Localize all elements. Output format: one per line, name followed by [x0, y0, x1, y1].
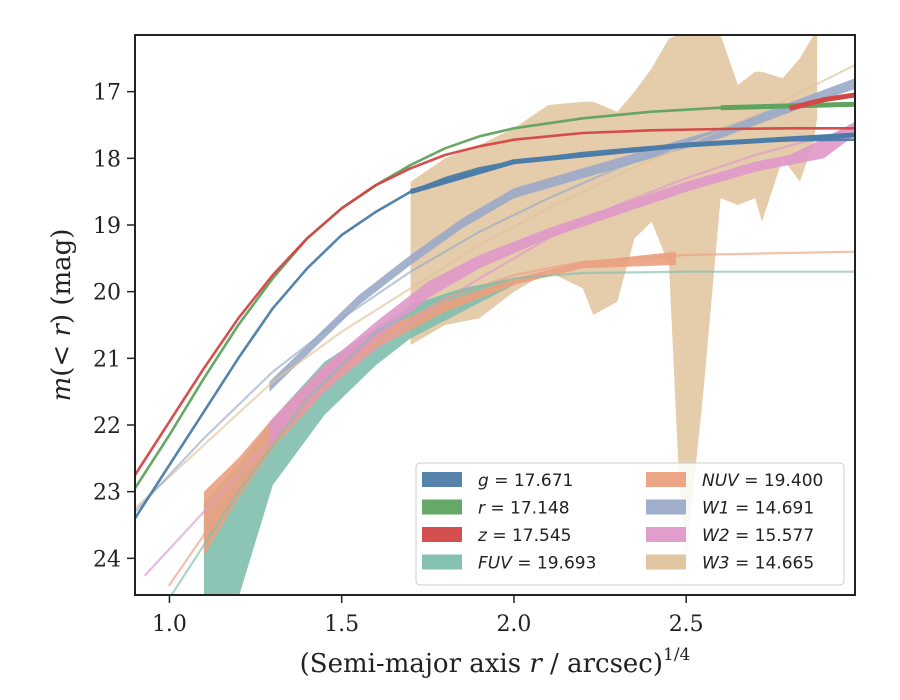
x-tick-label: 2.0 [496, 612, 531, 637]
legend-band-name: NUV [702, 471, 740, 491]
band-w1 [269, 78, 855, 392]
legend-swatch-r [422, 499, 462, 515]
plot-data-layer [135, 35, 855, 595]
x-axis-label: (Semi-major axis r / arcsec)1/4 [300, 645, 691, 679]
y-tick-label: 17 [93, 81, 121, 106]
legend-band-value: = 17.148 [485, 499, 570, 519]
legend-band-name: FUV [478, 554, 513, 574]
y-tick-label: 23 [93, 481, 121, 506]
model-curve-w1 [135, 87, 855, 513]
legend-band-name: W3 [702, 554, 730, 574]
measured-z [788, 92, 855, 111]
legend-swatch-w1 [646, 499, 686, 515]
band-w3 [410, 35, 818, 559]
legend-label-w3: W3 = 14.665 [702, 554, 814, 574]
model-curve-r [135, 103, 855, 490]
legend-band-value: = 14.665 [730, 554, 815, 574]
legend-band-name: W1 [702, 499, 730, 519]
legend-band-value: = 17.671 [489, 471, 574, 491]
y-tick-label: 19 [93, 214, 121, 239]
legend-band-value: = 17.545 [487, 526, 572, 546]
legend-swatch-w3 [646, 554, 686, 570]
y-axis-label-r: r [47, 323, 77, 337]
legend-label-fuv: FUV = 19.693 [478, 554, 596, 574]
legend-band-name: W2 [702, 526, 730, 546]
band-w2 [269, 121, 855, 449]
legend-band-name: r [478, 499, 486, 519]
legend-swatch-fuv [422, 554, 462, 570]
model-curve-z [135, 127, 855, 477]
y-tick-label: 24 [93, 547, 121, 572]
y-axis-label-unit: ) (mag) [47, 229, 77, 325]
x-axis-label-exponent: 1/4 [663, 645, 690, 665]
model-curve-w2 [144, 127, 855, 577]
legend-swatch-w2 [646, 527, 686, 542]
legend-swatch-g [422, 472, 462, 487]
legend-label-g: g = 17.671 [478, 471, 573, 491]
measured-r [720, 101, 855, 111]
legend-label-z: z = 17.545 [477, 526, 571, 546]
y-tick-label: 21 [93, 347, 121, 372]
y-axis-label-m: m [47, 377, 77, 402]
legend-swatch-nuv [646, 472, 686, 487]
legend-band-name: g [478, 471, 489, 491]
model-curve-fuv [170, 270, 855, 595]
y-axis-label-paren: (< [47, 337, 77, 377]
legend-box [415, 462, 845, 586]
x-axis-label-main: (Semi-major axis [300, 649, 530, 679]
x-tick-label: 2.5 [669, 612, 704, 637]
legend-band-value: = 14.691 [730, 499, 815, 519]
legend-swatch-z [422, 527, 462, 542]
legend-band-name: z [477, 526, 488, 546]
axis-ticks: 1.0 1.5 2.0 2.5 17 18 19 20 21 22 23 24 [93, 81, 704, 637]
y-axis-label: m(< r) (mag) [47, 229, 77, 402]
measured-g [409, 132, 855, 195]
x-axis-label-rest: / arcsec) [542, 649, 663, 679]
legend-label-w1: W1 = 14.691 [702, 499, 814, 519]
y-tick-label: 20 [93, 281, 121, 306]
x-axis-label-var: r [529, 649, 543, 679]
legend-band-value: = 19.400 [739, 471, 824, 491]
y-tick-label: 18 [93, 147, 121, 172]
x-tick-label: 1.0 [152, 612, 187, 637]
legend-label-nuv: NUV = 19.400 [702, 471, 823, 491]
model-curve-nuv [168, 250, 855, 587]
plot-frame [134, 34, 856, 596]
x-tick-label: 1.5 [324, 612, 359, 637]
legend-band-value: = 19.693 [512, 554, 597, 574]
legend-label-r: r = 17.148 [478, 499, 570, 519]
legend-label-w2: W2 = 15.577 [702, 526, 814, 546]
legend-band-value: = 15.577 [730, 526, 815, 546]
y-tick-label: 22 [93, 414, 121, 439]
